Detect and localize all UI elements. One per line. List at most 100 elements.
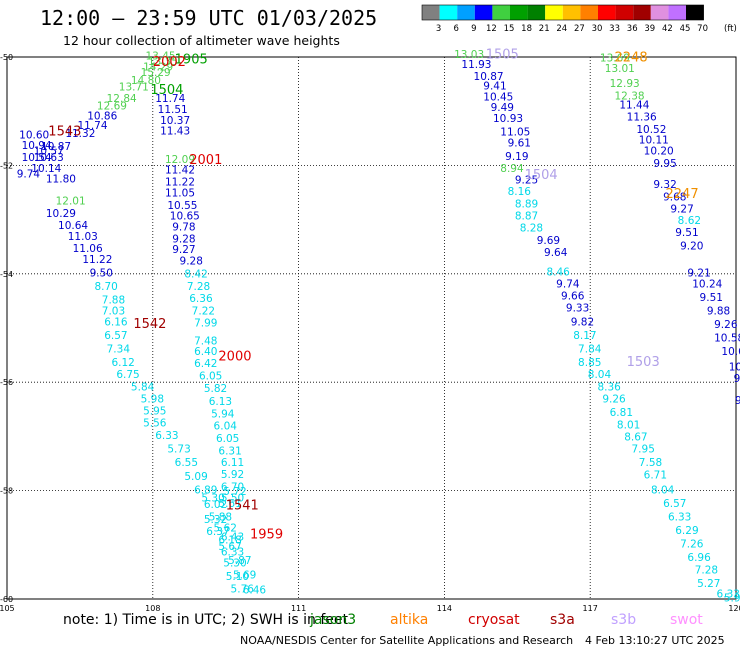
colorbar-tick-label: 24 xyxy=(556,24,567,34)
wave-height-value: 12.84 xyxy=(107,93,137,105)
wave-height-value: 10.52 xyxy=(636,124,666,136)
wave-height-value: 6.33 xyxy=(155,430,178,442)
wave-height-value: 13.71 xyxy=(119,82,149,94)
wave-height-value: 5.92 xyxy=(221,469,244,481)
colorbar-tick-label: 70 xyxy=(697,24,708,34)
wave-height-value: 6.43 xyxy=(221,531,244,543)
wave-height-value: 10.58 xyxy=(714,333,740,345)
wave-height-value: 7.48 xyxy=(194,335,217,347)
wave-height-value: 5.30 xyxy=(201,492,224,504)
wave-height-value: 6.11 xyxy=(221,457,244,469)
x-tick-label: 120 xyxy=(728,604,740,612)
wave-height-value: 9.74 xyxy=(556,278,580,290)
colorbar-swatch xyxy=(492,5,510,20)
wave-height-value: 10.29 xyxy=(46,208,76,220)
wave-height-value: 9.49 xyxy=(491,102,514,114)
wave-height-value: 9.51 xyxy=(700,292,723,304)
wave-height-value: 10.37 xyxy=(160,115,190,127)
wave-height-value: 6.29 xyxy=(675,525,698,537)
wave-height-value: 9.88 xyxy=(707,305,730,317)
wave-height-value: 8.42 xyxy=(184,269,207,281)
wave-height-value: 6.02 xyxy=(204,499,227,511)
wave-height-value: 9.33 xyxy=(566,303,589,315)
wave-height-value: 11.36 xyxy=(627,111,657,123)
wave-height-value: 8.17 xyxy=(573,330,596,342)
wave-height-value: 6.57 xyxy=(663,498,686,510)
wave-height-value: 7.95 xyxy=(632,444,655,456)
wave-height-value: 10.87 xyxy=(474,71,504,83)
wave-height-value: 5.82 xyxy=(204,383,227,395)
wave-height-value: 5.88 xyxy=(209,511,232,523)
legend-cryosat: cryosat xyxy=(468,612,520,628)
wave-height-value: 9.69 xyxy=(537,235,560,247)
wave-height-value: 8.36 xyxy=(597,381,621,393)
wave-height-value: 8.01 xyxy=(617,419,640,431)
colorbar-swatch xyxy=(545,5,563,20)
wave-height-value: 9.19 xyxy=(505,151,528,163)
wave-height-value: 10.54 xyxy=(22,152,52,164)
wave-height-value: 11.32 xyxy=(65,128,95,140)
wave-height-value: 6.31 xyxy=(218,445,241,457)
wave-height-value: 7.84 xyxy=(578,343,602,355)
wave-height-value: 6.18 xyxy=(218,535,241,547)
wave-height-value: 9.74 xyxy=(17,168,41,180)
colorbar-tick-label: 30 xyxy=(592,24,603,34)
wave-height-value: 5.32 xyxy=(204,514,227,526)
wave-height-value: 6.33 xyxy=(668,511,691,523)
legend-s3a: s3a xyxy=(550,612,575,628)
colorbar-tick-label: 18 xyxy=(521,24,532,34)
wave-height-value: 5.94 xyxy=(211,408,235,420)
colorbar-tick-label: 36 xyxy=(627,24,638,34)
legend-altika: altika xyxy=(390,612,429,628)
colorbar-tick-label: 42 xyxy=(662,24,673,34)
x-tick-label: 108 xyxy=(145,604,160,612)
colorbar-tick-label: 6 xyxy=(453,24,458,34)
wave-height-value: 8.85 xyxy=(578,357,601,369)
colorbar-swatch xyxy=(457,5,475,20)
legend-s3b: s3b xyxy=(611,612,637,628)
wave-height-value: 6.40 xyxy=(194,346,217,358)
wave-height-value: 8.94 xyxy=(500,163,524,175)
wave-height-value: 11.22 xyxy=(165,176,195,188)
colorbar-swatch xyxy=(650,5,669,20)
wave-height-value: 5.61 xyxy=(218,498,241,510)
wave-height-value: 7.99 xyxy=(194,317,217,329)
wave-height-value: 11.74 xyxy=(155,93,185,105)
wave-height-value: 7.03 xyxy=(102,305,125,317)
wave-height-value: 13.69 xyxy=(600,52,630,64)
footer-credit: NOAA/NESDIS Center for Satellite Applica… xyxy=(240,634,574,647)
wave-height-value: 10.14 xyxy=(31,163,61,175)
wave-height-value: 6.13 xyxy=(209,396,232,408)
wave-height-map: 105108111114117120-50-52-54-56-58-6013.4… xyxy=(0,48,740,612)
wave-height-value: 6.42 xyxy=(194,358,217,370)
colorbar-swatch xyxy=(562,5,581,20)
wave-height-value: 10.65 xyxy=(721,346,740,358)
wave-height-value: 15.29 xyxy=(141,67,171,79)
pass-time-label: 1959 xyxy=(250,527,283,542)
wave-height-value: 8.89 xyxy=(515,199,538,211)
wave-height-value: 8.16 xyxy=(508,186,532,198)
colorbar-tick-label: 12 xyxy=(486,24,497,34)
colorbar-swatch xyxy=(527,5,546,20)
wave-height-value: 13.03 xyxy=(454,49,484,61)
wave-height-value: 9. xyxy=(735,395,740,407)
colorbar-unit-label: (ft) xyxy=(724,24,737,34)
wave-height-value: 13.35 xyxy=(148,56,178,68)
wave-height-value: 9.64 xyxy=(544,247,568,259)
colorbar-swatch xyxy=(668,5,686,20)
wave-height-value: 10.20 xyxy=(644,146,674,158)
legend-swot: swot xyxy=(670,612,703,628)
legend-jason3: jason3 xyxy=(310,612,357,628)
wave-height-value: 9.50 xyxy=(90,268,113,280)
pass-time-label: 1504 xyxy=(150,83,183,98)
wave-height-value: 5.96 xyxy=(724,593,740,605)
colorbar-swatch xyxy=(598,5,616,20)
colorbar-tick-label: 21 xyxy=(539,24,550,34)
wave-height-value: 10.87 xyxy=(41,141,71,153)
colorbar-swatch xyxy=(615,5,634,20)
wave-height-value: 9.68 xyxy=(663,192,686,204)
wave-height-value: 12.93 xyxy=(610,78,640,90)
wave-height-value: 5.67 xyxy=(218,541,241,553)
wave-height-value: 12.69 xyxy=(97,101,127,113)
wave-height-value: 7.28 xyxy=(695,565,718,577)
